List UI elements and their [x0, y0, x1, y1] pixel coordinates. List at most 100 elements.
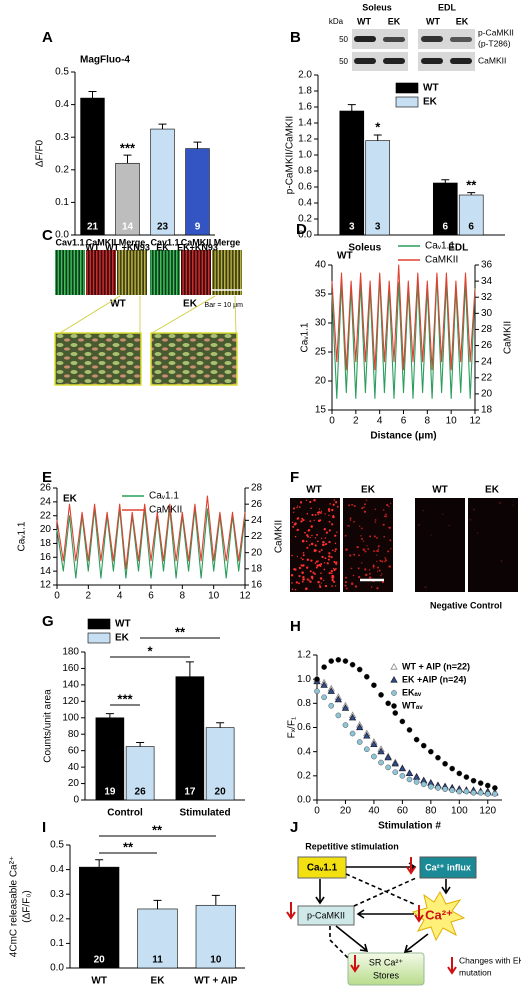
bar: [365, 140, 391, 236]
speckle: [309, 570, 312, 573]
annotation: **: [123, 839, 134, 854]
speckle: [309, 536, 311, 539]
speckle: [448, 524, 451, 527]
panel-letter: C: [42, 227, 53, 244]
y-tick-label: 25: [315, 347, 327, 358]
blot-lane: WT: [357, 16, 371, 26]
y-tick-label: 1.0: [297, 674, 311, 685]
blot-label: (p-T286): [478, 38, 511, 48]
point: [413, 736, 420, 743]
y-tick-label: 0.0: [55, 230, 69, 241]
caption: Negative Control: [430, 600, 502, 610]
speckle: [349, 517, 352, 520]
speckle: [330, 556, 333, 559]
y-tick-label: 1.8: [298, 86, 312, 97]
speckle: [336, 505, 339, 508]
speckle: [352, 574, 355, 577]
point: [484, 791, 491, 797]
legend-label: CaMKII: [425, 255, 458, 266]
speckle: [309, 500, 312, 504]
error-bar: [467, 192, 476, 195]
legend-label: WT: [423, 83, 439, 94]
point: [327, 687, 335, 694]
point: [420, 742, 427, 749]
x-tick-label: EDL: [448, 243, 468, 254]
speckle: [325, 542, 328, 546]
y2-tick-label: 26: [251, 499, 263, 510]
speckle: [376, 560, 378, 562]
zoom-line: [234, 295, 237, 334]
zoom-line: [59, 295, 121, 334]
legend-label: WT + AIP (n=22): [402, 661, 470, 671]
y-tick-label: 0.3: [55, 132, 69, 143]
speckle: [298, 575, 301, 578]
n-label: 3: [375, 222, 381, 233]
y-tick-label: 140: [62, 680, 79, 691]
zoom-line: [151, 295, 216, 334]
speckle: [386, 503, 389, 507]
speckle: [348, 504, 351, 507]
point: [364, 673, 370, 680]
arrow: [353, 877, 417, 907]
y2-tick-label: 20: [481, 389, 493, 400]
speckle: [362, 540, 365, 542]
arrow: [441, 879, 451, 895]
annotation: **: [152, 822, 163, 837]
speckle: [358, 525, 361, 527]
speckle: [383, 515, 386, 518]
bar: [95, 717, 125, 801]
x-tick-label: 4: [117, 591, 123, 602]
point: [463, 774, 470, 780]
x-tick-label: WT + AIP: [194, 976, 238, 987]
point: [392, 710, 399, 716]
point: [442, 760, 448, 767]
y-tick-label: 0.2: [55, 164, 69, 175]
bar: [205, 727, 235, 801]
speckle: [331, 549, 334, 552]
speckle: [314, 544, 317, 547]
bar: [195, 904, 236, 969]
error-bar: [136, 741, 145, 747]
x-axis-title: Stimulation #: [378, 821, 441, 832]
western-blot: Soleus EDL kDa WT EK WT EK 50 50 p-CaMKI…: [329, 2, 514, 71]
y-tick-label: 60: [68, 745, 80, 756]
blot-label: CaMKII: [478, 55, 506, 65]
speckle: [376, 566, 380, 569]
speckle: [296, 505, 299, 507]
bar: [339, 110, 365, 236]
blot-lane: WT: [426, 16, 440, 26]
chart-label: WT: [337, 251, 353, 262]
speckle: [300, 520, 303, 523]
speckle: [333, 560, 336, 564]
x-tick-label: 60: [397, 806, 409, 817]
red-arrow: [447, 957, 457, 975]
y-tick-label: 20: [40, 524, 52, 535]
blot-marker: 50: [339, 35, 348, 44]
blot-marker: 50: [339, 57, 348, 66]
speckle: [363, 506, 365, 508]
image: [86, 250, 116, 295]
speckle: [320, 510, 323, 512]
speckle: [333, 580, 336, 583]
speckle: [344, 534, 347, 537]
y-tick-label: 15: [315, 405, 327, 416]
legend-label: Caᵥ1.1: [149, 491, 179, 502]
error-bar: [185, 661, 194, 677]
speckle: [498, 501, 502, 505]
y-tick-label: 0.2: [50, 913, 64, 924]
y-tick-label: 35: [315, 289, 327, 300]
speckle: [346, 525, 349, 527]
speckle: [319, 577, 323, 580]
speckle: [318, 563, 321, 567]
chart-label: EK: [63, 494, 78, 505]
y-tick-label: 0.5: [55, 67, 69, 78]
speckle: [376, 554, 378, 556]
point: [314, 676, 320, 682]
speckle: [313, 499, 316, 502]
speckle: [381, 560, 384, 563]
point: [371, 753, 377, 760]
bar: [79, 866, 120, 969]
speckle: [328, 529, 331, 532]
point: [378, 692, 384, 698]
